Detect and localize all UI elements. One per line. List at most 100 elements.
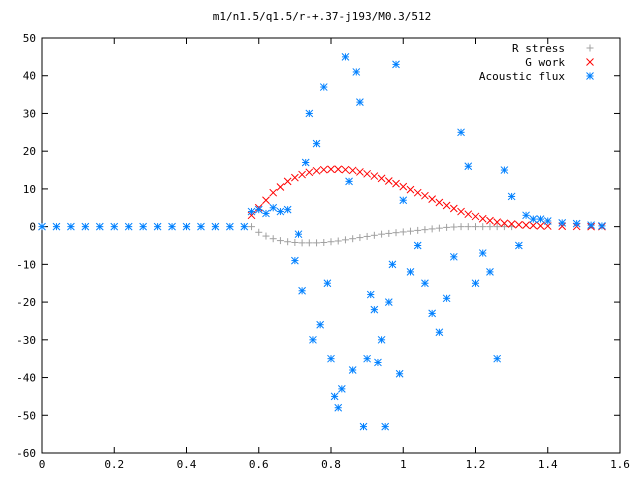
data-point-acoustic-flux: [298, 286, 306, 295]
data-point-acoustic-flux: [478, 249, 487, 257]
data-point-acoustic-flux: [319, 83, 328, 91]
data-point-acoustic-flux: [421, 279, 429, 288]
data-point-acoustic-flux: [572, 219, 581, 228]
x-tick-label: 0.6: [249, 458, 269, 471]
x-tick-label: 1: [400, 458, 407, 471]
data-point-acoustic-flux: [330, 392, 339, 401]
data-point-g-work: [406, 185, 415, 194]
data-point-acoustic-flux: [543, 217, 552, 225]
x-tick-label: 0.8: [321, 458, 341, 471]
data-point-acoustic-flux: [309, 335, 317, 344]
data-point-g-work: [536, 222, 545, 230]
data-point-r-stress: [370, 231, 378, 239]
data-point-acoustic-flux: [345, 177, 353, 186]
y-tick-label: 20: [23, 145, 36, 158]
data-point-acoustic-flux: [392, 60, 400, 69]
data-point-r-stress: [349, 235, 357, 243]
data-point-acoustic-flux: [327, 354, 335, 363]
data-point-r-stress: [320, 238, 328, 246]
data-point-acoustic-flux: [95, 222, 104, 231]
data-point-acoustic-flux: [283, 205, 292, 214]
data-point-r-stress: [255, 228, 263, 236]
data-point-g-work: [507, 220, 516, 228]
legend-marker-glyph: [586, 58, 594, 66]
data-point-acoustic-flux: [442, 294, 451, 303]
series-r-stress: [248, 223, 516, 247]
data-point-g-work: [363, 169, 371, 178]
data-point-acoustic-flux: [493, 354, 502, 363]
data-point-acoustic-flux: [363, 354, 371, 363]
data-point-acoustic-flux: [449, 252, 458, 261]
data-point-g-work: [442, 201, 451, 210]
data-point-acoustic-flux: [464, 162, 473, 171]
data-point-acoustic-flux: [341, 53, 350, 61]
data-point-g-work: [327, 165, 335, 174]
data-point-r-stress: [313, 239, 321, 247]
data-point-acoustic-flux: [352, 68, 361, 76]
data-point-acoustic-flux: [370, 305, 379, 314]
data-point-g-work: [457, 207, 465, 216]
data-point-acoustic-flux: [399, 196, 408, 205]
data-point-acoustic-flux: [262, 209, 270, 218]
data-point-r-stress: [276, 237, 284, 245]
data-point-acoustic-flux: [348, 366, 357, 374]
data-point-acoustic-flux: [529, 215, 538, 223]
data-point-acoustic-flux: [240, 222, 249, 231]
x-tick-label: 1.2: [466, 458, 486, 471]
data-point-g-work: [319, 165, 328, 174]
data-point-g-work: [500, 219, 509, 228]
data-point-acoustic-flux: [294, 230, 303, 239]
data-point-acoustic-flux: [291, 256, 299, 265]
data-point-g-work: [334, 165, 343, 174]
data-point-r-stress: [428, 225, 436, 233]
data-point-g-work: [298, 170, 306, 179]
data-point-r-stress: [298, 239, 306, 247]
x-tick-label: 0.2: [104, 458, 124, 471]
data-point-acoustic-flux: [471, 279, 480, 288]
legend-marker-glyph: [586, 44, 594, 52]
data-point-g-work: [247, 211, 256, 220]
data-point-r-stress: [305, 239, 313, 247]
data-point-r-stress: [356, 234, 364, 242]
data-point-acoustic-flux: [139, 222, 148, 231]
data-point-acoustic-flux: [316, 320, 325, 329]
x-axis: 0 0.2 0.4 0.6 0.8 1 1.2 1.4 1.6: [39, 38, 630, 471]
data-point-r-stress: [421, 226, 429, 234]
data-point-r-stress: [493, 223, 501, 231]
x-tick-label: 0: [39, 458, 46, 471]
data-point-acoustic-flux: [247, 207, 256, 216]
y-tick-label: 40: [23, 70, 36, 83]
data-point-r-stress: [363, 232, 371, 240]
data-point-acoustic-flux: [323, 279, 332, 288]
data-point-acoustic-flux: [334, 403, 343, 412]
data-point-acoustic-flux: [254, 205, 263, 214]
data-point-g-work: [283, 177, 292, 186]
data-point-acoustic-flux: [388, 260, 397, 269]
data-point-acoustic-flux: [507, 192, 516, 201]
x-tick-label: 1.6: [610, 458, 630, 471]
data-point-g-work: [377, 174, 386, 183]
data-point-g-work: [341, 165, 350, 174]
series-acoustic-flux: [38, 53, 606, 431]
series-g-work: [247, 165, 606, 231]
data-point-g-work: [478, 214, 487, 223]
data-point-r-stress: [392, 229, 400, 237]
y-tick-label: 50: [23, 32, 36, 45]
data-point-acoustic-flux: [81, 222, 90, 231]
data-point-g-work: [305, 168, 314, 177]
data-point-acoustic-flux: [301, 158, 310, 167]
data-point-acoustic-flux: [598, 222, 606, 230]
data-point-r-stress: [443, 223, 451, 231]
data-point-acoustic-flux: [182, 222, 191, 231]
data-point-g-work: [262, 196, 270, 205]
series-layer: [38, 53, 606, 431]
data-point-r-stress: [486, 223, 494, 231]
data-point-acoustic-flux: [356, 98, 364, 106]
data-point-acoustic-flux: [269, 203, 278, 212]
data-point-g-work: [464, 210, 473, 219]
data-point-r-stress: [472, 223, 479, 231]
x-tick-label: 0.4: [177, 458, 197, 471]
legend-label-g-work: G work: [525, 56, 565, 69]
x-tick-label: 1.4: [538, 458, 558, 471]
